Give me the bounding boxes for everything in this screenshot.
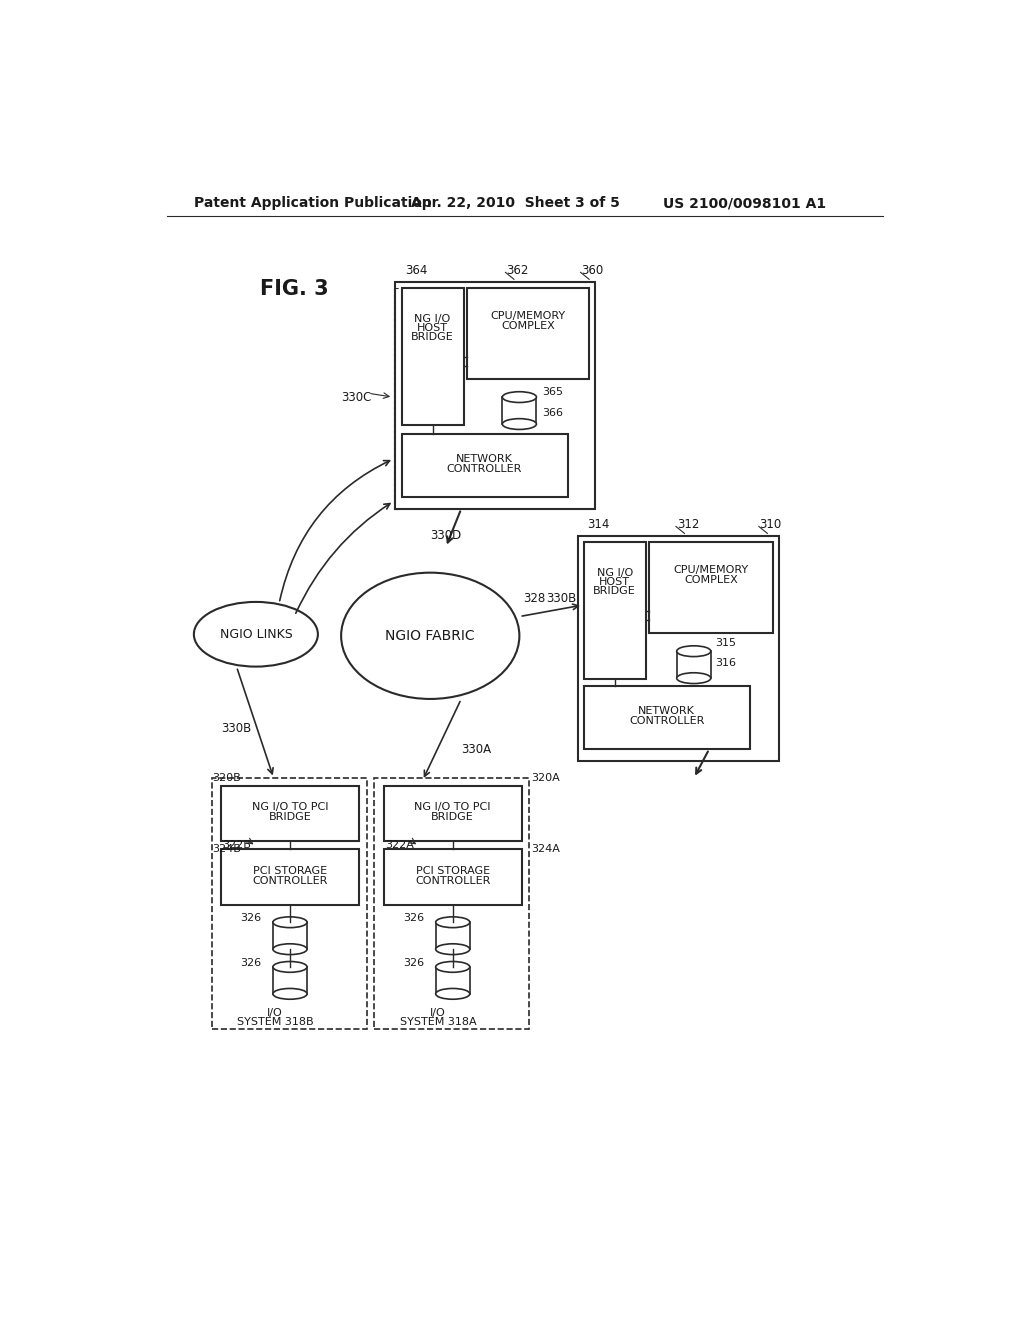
Bar: [435, 923, 470, 949]
Text: Apr. 22, 2010  Sheet 3 of 5: Apr. 22, 2010 Sheet 3 of 5: [411, 197, 620, 210]
Text: 362: 362: [506, 264, 528, 277]
Text: 330D: 330D: [430, 529, 462, 543]
Bar: [649, 541, 773, 632]
Text: 322A: 322A: [385, 841, 414, 850]
Text: 320A: 320A: [531, 774, 560, 783]
Ellipse shape: [341, 573, 519, 700]
Ellipse shape: [273, 989, 307, 999]
Ellipse shape: [677, 673, 711, 684]
Ellipse shape: [194, 602, 317, 667]
Bar: [395, 281, 595, 508]
Text: 330C: 330C: [341, 391, 372, 404]
Bar: [435, 966, 470, 994]
Text: NETWORK: NETWORK: [456, 454, 513, 463]
Text: Patent Application Publication: Patent Application Publication: [194, 197, 432, 210]
Text: BRIDGE: BRIDGE: [268, 812, 311, 822]
Ellipse shape: [273, 944, 307, 954]
Text: 326: 326: [402, 913, 424, 924]
Bar: [212, 779, 367, 1028]
Text: BRIDGE: BRIDGE: [431, 812, 474, 822]
Text: 365: 365: [543, 387, 563, 397]
Bar: [401, 434, 568, 498]
Text: 366: 366: [543, 408, 563, 417]
Bar: [273, 966, 307, 994]
Text: 326: 326: [241, 958, 261, 968]
Text: CPU/MEMORY: CPU/MEMORY: [673, 565, 749, 576]
Text: 330A: 330A: [461, 743, 492, 756]
Text: BRIDGE: BRIDGE: [412, 333, 454, 342]
Bar: [584, 686, 751, 748]
Text: HOST: HOST: [599, 577, 630, 587]
Bar: [503, 397, 537, 424]
Text: NG I/O: NG I/O: [415, 314, 451, 323]
Text: COMPLEX: COMPLEX: [684, 576, 737, 585]
Text: I/O: I/O: [430, 1008, 445, 1018]
Text: 330B: 330B: [547, 593, 577, 606]
Ellipse shape: [435, 917, 470, 928]
Text: CONTROLLER: CONTROLLER: [446, 463, 522, 474]
Bar: [584, 543, 646, 678]
Ellipse shape: [677, 645, 711, 656]
Bar: [401, 288, 464, 425]
Bar: [221, 849, 359, 904]
Text: 310: 310: [760, 517, 782, 531]
Text: CONTROLLER: CONTROLLER: [415, 876, 490, 887]
Text: I/O: I/O: [267, 1008, 283, 1018]
Text: NG I/O TO PCI: NG I/O TO PCI: [415, 801, 490, 812]
Text: 326: 326: [402, 958, 424, 968]
Text: PCI STORAGE: PCI STORAGE: [416, 866, 489, 876]
Text: SYSTEM 318B: SYSTEM 318B: [237, 1018, 313, 1027]
Text: FIG. 3: FIG. 3: [260, 280, 329, 300]
Bar: [384, 785, 521, 841]
Ellipse shape: [435, 961, 470, 973]
Text: BRIDGE: BRIDGE: [593, 586, 636, 597]
Text: 364: 364: [404, 264, 427, 277]
Text: COMPLEX: COMPLEX: [501, 321, 555, 331]
Text: 316: 316: [716, 657, 736, 668]
Text: CONTROLLER: CONTROLLER: [629, 717, 705, 726]
Text: NG I/O: NG I/O: [597, 568, 633, 578]
Text: 326: 326: [241, 913, 261, 924]
Bar: [677, 651, 711, 678]
Ellipse shape: [273, 917, 307, 928]
Text: 324A: 324A: [531, 843, 560, 854]
Text: NGIO FABRIC: NGIO FABRIC: [385, 628, 475, 643]
Text: NETWORK: NETWORK: [638, 706, 695, 717]
Ellipse shape: [435, 989, 470, 999]
Text: NGIO LINKS: NGIO LINKS: [219, 628, 292, 640]
Text: 330B: 330B: [221, 722, 251, 735]
Text: 324B: 324B: [212, 843, 241, 854]
Ellipse shape: [503, 418, 537, 429]
Bar: [467, 288, 589, 379]
Text: 314: 314: [587, 517, 609, 531]
Text: 320B: 320B: [212, 774, 241, 783]
Text: NG I/O TO PCI: NG I/O TO PCI: [252, 801, 329, 812]
Bar: [375, 779, 529, 1028]
Text: 322B: 322B: [222, 841, 252, 850]
Text: HOST: HOST: [417, 323, 449, 333]
Text: CONTROLLER: CONTROLLER: [252, 876, 328, 887]
Bar: [273, 923, 307, 949]
Bar: [578, 536, 779, 760]
Text: 360: 360: [582, 264, 603, 277]
Ellipse shape: [503, 392, 537, 403]
Text: PCI STORAGE: PCI STORAGE: [253, 866, 327, 876]
Text: US 2100/0098101 A1: US 2100/0098101 A1: [663, 197, 826, 210]
Text: SYSTEM 318A: SYSTEM 318A: [399, 1018, 476, 1027]
Bar: [221, 785, 359, 841]
Bar: [384, 849, 521, 904]
Text: CPU/MEMORY: CPU/MEMORY: [490, 312, 565, 321]
Text: 315: 315: [716, 639, 736, 648]
Ellipse shape: [273, 961, 307, 973]
Text: 328: 328: [523, 593, 546, 606]
Text: 312: 312: [677, 517, 699, 531]
Ellipse shape: [435, 944, 470, 954]
